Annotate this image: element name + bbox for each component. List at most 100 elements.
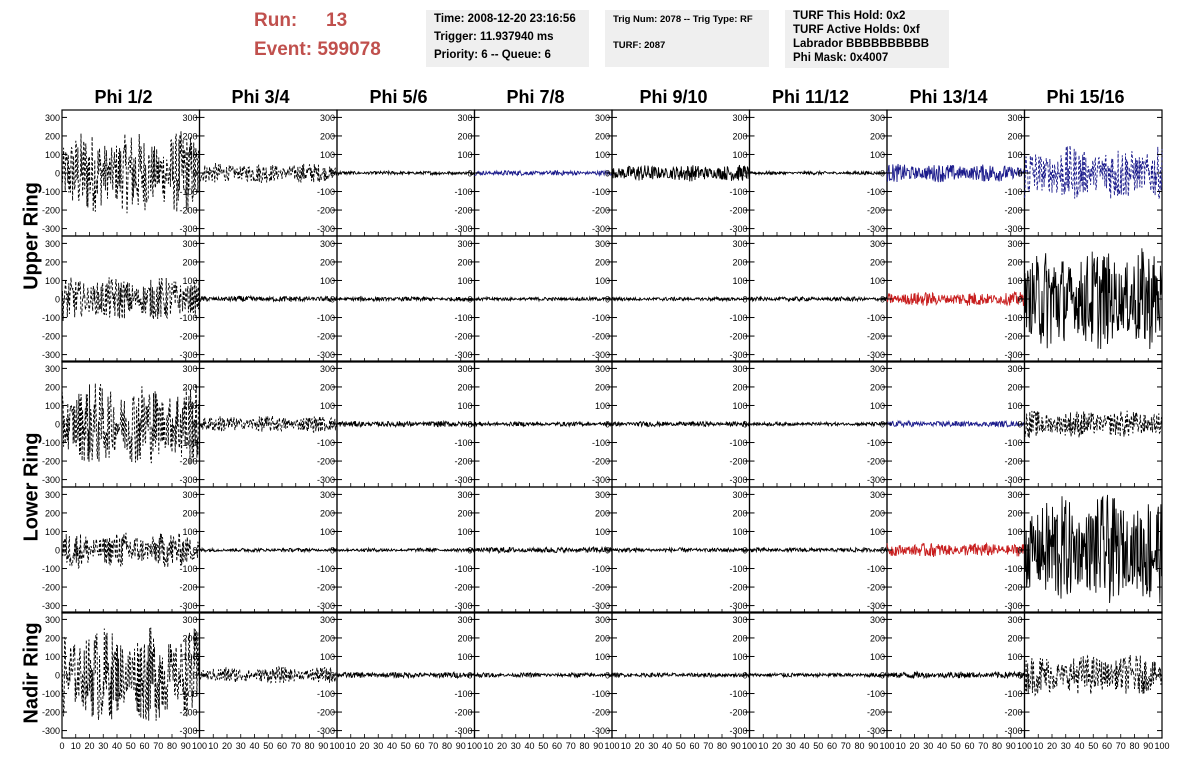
x-tick-label-c8-7: 70 <box>1116 741 1126 751</box>
y-tick-label-r4-c6-6: -300 <box>729 601 747 611</box>
y-tick-label-r1-c4-0: 300 <box>457 113 472 123</box>
y-tick-label-r4-c3-3: 0 <box>330 546 335 556</box>
y-tick-label-r3-c2-0: 300 <box>182 364 197 374</box>
y-tick-label-r4-c4-2: 100 <box>457 527 472 537</box>
y-tick-label-r5-c2-5: -200 <box>179 708 197 718</box>
x-tick-label-c3-4: 40 <box>387 741 397 751</box>
y-tick-label-r2-c4-5: -200 <box>454 332 472 342</box>
y-tick-label-r3-c6-0: 300 <box>732 364 747 374</box>
y-tick-label-r4-c1-4: -100 <box>42 564 60 574</box>
y-tick-label-r3-c7-6: -300 <box>867 475 885 485</box>
turf-text: TURF: 2087 <box>613 40 666 51</box>
y-tick-label-r1-c6-2: 100 <box>732 150 747 160</box>
time-info-box: Time: 2008-12-20 23:16:56 Trigger: 11.93… <box>426 10 589 67</box>
x-tick-label-c1-5: 50 <box>126 741 136 751</box>
y-tick-label-r3-c6-5: -200 <box>729 457 747 467</box>
waveform-trace-r3-c6 <box>749 420 888 428</box>
y-tick-label-r4-c1-3: 0 <box>55 546 60 556</box>
waveform-trace-r5-c6 <box>749 671 888 679</box>
y-tick-label-r5-c8-4: -100 <box>1004 689 1022 699</box>
y-tick-label-r2-c3-1: 200 <box>320 257 335 267</box>
y-tick-label-r2-c5-1: 200 <box>595 257 610 267</box>
x-tick-label-c8-2: 20 <box>1047 741 1057 751</box>
y-tick-label-r2-c3-2: 100 <box>320 276 335 286</box>
x-tick-label-c3-10: 100 <box>467 741 482 751</box>
x-tick-label-c7-5: 50 <box>951 741 961 751</box>
y-tick-label-r3-c3-2: 100 <box>320 401 335 411</box>
y-tick-label-r4-c5-4: -100 <box>592 564 610 574</box>
y-tick-label-r2-c7-3: 0 <box>880 295 885 305</box>
y-tick-label-r4-c5-6: -300 <box>592 601 610 611</box>
x-tick-label-c4-4: 40 <box>524 741 534 751</box>
column-header-phi-11-12: Phi 11/12 <box>771 87 850 107</box>
y-tick-label-r5-c4-5: -200 <box>454 708 472 718</box>
y-tick-label-r2-c7-1: 200 <box>870 257 885 267</box>
y-tick-label-r3-c4-6: -300 <box>454 475 472 485</box>
y-tick-label-r2-c2-6: -300 <box>179 350 197 360</box>
y-tick-label-r2-c3-3: 0 <box>330 295 335 305</box>
y-tick-label-r5-c4-4: -100 <box>454 689 472 699</box>
y-tick-label-r3-c8-4: -100 <box>1004 438 1022 448</box>
x-tick-label-c1-8: 80 <box>167 741 177 751</box>
y-tick-label-r2-c4-4: -100 <box>454 313 472 323</box>
labrador-text: Labrador BBBBBBBBBB <box>793 38 930 50</box>
y-tick-label-r3-c2-5: -200 <box>179 457 197 467</box>
y-tick-label-r1-c8-2: 100 <box>1007 150 1022 160</box>
y-tick-label-r2-c1-0: 300 <box>45 239 60 249</box>
y-tick-label-r5-c4-6: -300 <box>454 726 472 736</box>
waveform-trace-r4-c5 <box>611 546 750 554</box>
y-tick-label-r2-c1-2: 100 <box>45 276 60 286</box>
x-tick-label-c1-2: 20 <box>84 741 94 751</box>
y-tick-label-r2-c2-4: -100 <box>179 313 197 323</box>
x-tick-label-c1-7: 70 <box>153 741 163 751</box>
y-tick-label-r5-c8-3: 0 <box>1017 671 1022 681</box>
y-tick-label-r5-c1-0: 300 <box>45 615 60 625</box>
y-tick-label-r1-c7-2: 100 <box>870 150 885 160</box>
y-tick-label-r1-c5-6: -300 <box>592 224 610 234</box>
y-tick-label-r4-c1-1: 200 <box>45 508 60 518</box>
waveform-trace-r4-c8 <box>1024 494 1163 604</box>
y-tick-label-r4-c7-4: -100 <box>867 564 885 574</box>
x-tick-label-c1-0: 0 <box>59 741 64 751</box>
x-tick-label-c7-7: 70 <box>978 741 988 751</box>
y-tick-label-r1-c8-4: -100 <box>1004 187 1022 197</box>
y-tick-label-r1-c3-3: 0 <box>330 169 335 179</box>
waveform-trace-r2-c8 <box>1024 248 1163 350</box>
y-tick-label-r5-c7-1: 200 <box>870 633 885 643</box>
x-tick-label-c5-4: 40 <box>662 741 672 751</box>
trig-info-box: Trig Num: 2078 -- Trig Type: RF TURF: 20… <box>605 10 769 67</box>
waveform-trace-r5-c2 <box>199 665 338 684</box>
x-tick-label-c5-5: 50 <box>676 741 686 751</box>
waveform-trace-r2-c6 <box>749 295 888 303</box>
y-tick-label-r3-c7-2: 100 <box>870 401 885 411</box>
x-tick-label-c4-5: 50 <box>538 741 548 751</box>
x-tick-label-c1-6: 60 <box>139 741 149 751</box>
y-tick-label-r4-c3-0: 300 <box>320 490 335 500</box>
column-header-phi-15-16: Phi 15/16 <box>1046 87 1125 107</box>
waveform-trace-r4-c6 <box>749 546 888 554</box>
y-tick-label-r5-c8-2: 100 <box>1007 652 1022 662</box>
y-tick-label-r1-c4-2: 100 <box>457 150 472 160</box>
x-tick-label-c1-10: 100 <box>192 741 207 751</box>
y-tick-label-r4-c1-2: 100 <box>45 527 60 537</box>
x-tick-label-c6-5: 50 <box>813 741 823 751</box>
run-value: 13 <box>326 10 348 31</box>
y-tick-label-r1-c3-4: -100 <box>317 187 335 197</box>
waveform-trace-r1-c3 <box>336 169 475 177</box>
y-tick-label-r5-c6-6: -300 <box>729 726 747 736</box>
y-tick-label-r5-c2-6: -300 <box>179 726 197 736</box>
y-tick-label-r3-c1-5: -200 <box>42 457 60 467</box>
waveform-trace-r1-c4 <box>474 169 613 177</box>
x-tick-label-c6-6: 60 <box>827 741 837 751</box>
x-tick-label-c6-10: 100 <box>879 741 894 751</box>
y-tick-label-r3-c2-3: 0 <box>192 420 197 430</box>
y-tick-label-r3-c6-1: 200 <box>732 382 747 392</box>
y-tick-label-r5-c3-1: 200 <box>320 633 335 643</box>
y-tick-label-r3-c7-0: 300 <box>870 364 885 374</box>
column-header-phi-5-6: Phi 5/6 <box>369 87 428 107</box>
y-tick-label-r2-c8-3: 0 <box>1017 295 1022 305</box>
x-tick-label-c8-6: 60 <box>1102 741 1112 751</box>
y-tick-label-r1-c7-1: 200 <box>870 131 885 141</box>
y-tick-label-r2-c8-6: -300 <box>1004 350 1022 360</box>
y-tick-label-r3-c1-6: -300 <box>42 475 60 485</box>
